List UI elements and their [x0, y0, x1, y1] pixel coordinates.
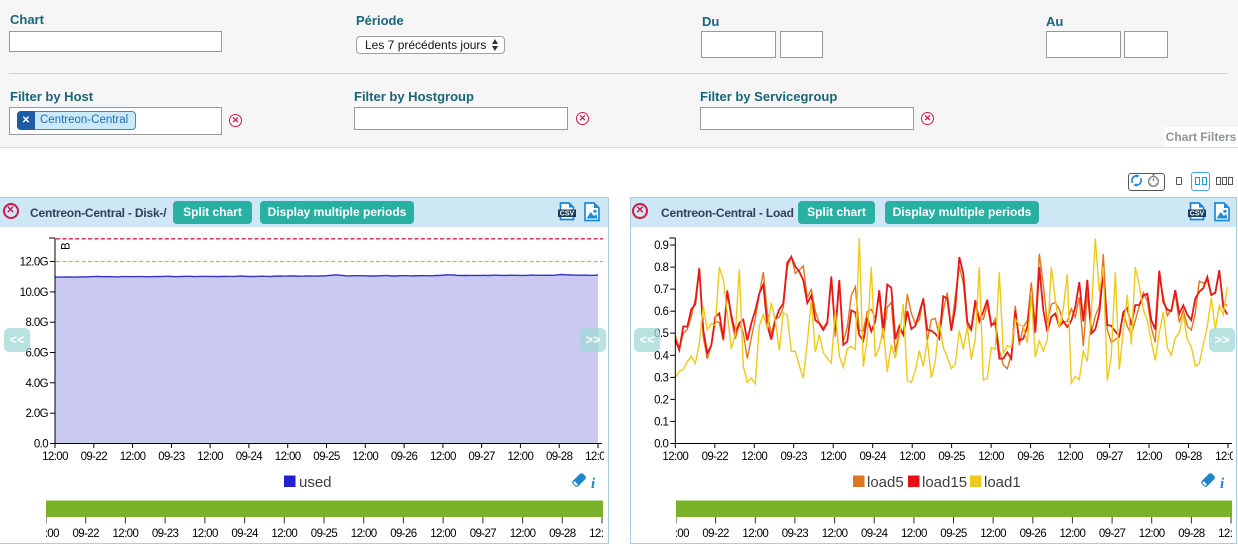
svg-text:09-26: 09-26: [391, 451, 418, 463]
svg-text:12:00: 12:00: [197, 451, 223, 463]
svg-text:load5: load5: [867, 474, 904, 491]
svg-text:09-25: 09-25: [313, 451, 340, 463]
svg-text:09-22: 09-22: [702, 528, 729, 540]
svg-text:12:00: 12:00: [1215, 451, 1233, 463]
svg-text:load1: load1: [984, 474, 1021, 491]
svg-text:i: i: [591, 476, 596, 492]
svg-text:12:00: 12:00: [820, 451, 846, 463]
svg-text:09-22: 09-22: [702, 451, 729, 463]
svg-text:used: used: [299, 474, 332, 491]
svg-text:09-27: 09-27: [470, 528, 497, 540]
svg-text:0.7: 0.7: [654, 284, 668, 296]
svg-text:12:00: 12:00: [275, 451, 301, 463]
svg-text:09-25: 09-25: [311, 528, 338, 540]
svg-text:12:00: 12:00: [113, 528, 139, 540]
svg-text:CSV: CSV: [560, 211, 575, 218]
svg-text:0.0: 0.0: [654, 439, 668, 451]
svg-text:0.4: 0.4: [654, 350, 669, 362]
svg-text:09-27: 09-27: [1099, 528, 1126, 540]
svg-text:12:00: 12:00: [33, 528, 59, 540]
svg-text:09-22: 09-22: [81, 451, 108, 463]
svg-text:12:00: 12:00: [430, 528, 456, 540]
svg-text:12:00: 12:00: [1060, 528, 1086, 540]
svg-text:12:00: 12:00: [430, 451, 456, 463]
svg-text:12:00: 12:00: [585, 451, 604, 463]
svg-text:09-27: 09-27: [468, 451, 495, 463]
svg-text:09-23: 09-23: [158, 451, 185, 463]
svg-text:12:00: 12:00: [1218, 528, 1233, 540]
svg-text:09-28: 09-28: [1178, 528, 1205, 540]
svg-text:09-24: 09-24: [859, 451, 887, 463]
svg-text:0.9: 0.9: [654, 240, 668, 252]
svg-text:CSV: CSV: [1190, 211, 1205, 218]
svg-text:12:00: 12:00: [663, 528, 689, 540]
svg-text:0.8: 0.8: [654, 262, 668, 274]
svg-text:09-25: 09-25: [938, 451, 965, 463]
svg-text:i: i: [1220, 476, 1225, 492]
svg-text:6.0G: 6.0G: [25, 348, 48, 360]
svg-text:12:00: 12:00: [978, 451, 1004, 463]
svg-text:09-26: 09-26: [1017, 451, 1044, 463]
svg-text:09-24: 09-24: [861, 528, 889, 540]
svg-text:12:00: 12:00: [899, 451, 925, 463]
svg-text:12:00: 12:00: [741, 451, 767, 463]
svg-text:12:00: 12:00: [510, 528, 536, 540]
svg-text:12:00: 12:00: [271, 528, 297, 540]
svg-text:09-28: 09-28: [546, 451, 573, 463]
svg-text:0.0: 0.0: [34, 439, 48, 451]
svg-text:12:00: 12:00: [742, 528, 768, 540]
svg-text:09-28: 09-28: [549, 528, 576, 540]
svg-text:12:00: 12:00: [1139, 528, 1165, 540]
svg-text:12:00: 12:00: [1136, 451, 1162, 463]
svg-text:12.0G: 12.0G: [20, 257, 49, 269]
svg-text:12:00: 12:00: [901, 528, 927, 540]
svg-text:0.3: 0.3: [654, 372, 668, 384]
svg-text:12:00: 12:00: [1057, 451, 1083, 463]
svg-text:load15: load15: [922, 474, 967, 491]
svg-text:12:00: 12:00: [508, 451, 534, 463]
svg-text:09-24: 09-24: [231, 528, 259, 540]
svg-text:0.1: 0.1: [654, 416, 668, 428]
svg-text:12:00: 12:00: [352, 451, 378, 463]
svg-text:0.6: 0.6: [654, 306, 668, 318]
svg-text:12:00: 12:00: [120, 451, 146, 463]
svg-text:2.0G: 2.0G: [25, 408, 48, 420]
svg-text:0.2: 0.2: [654, 394, 668, 406]
svg-text:12:00: 12:00: [822, 528, 848, 540]
svg-text:09-23: 09-23: [780, 451, 807, 463]
svg-text:09-25: 09-25: [940, 528, 967, 540]
svg-text:09-26: 09-26: [1020, 528, 1047, 540]
svg-text:09-22: 09-22: [72, 528, 99, 540]
svg-text:B: B: [61, 242, 73, 250]
svg-text:09-23: 09-23: [782, 528, 809, 540]
svg-text:4.0G: 4.0G: [25, 378, 48, 390]
svg-text:09-24: 09-24: [236, 451, 264, 463]
svg-text:12:00: 12:00: [662, 451, 688, 463]
svg-text:09-28: 09-28: [1175, 451, 1202, 463]
svg-text:12:00: 12:00: [351, 528, 377, 540]
svg-text:09-23: 09-23: [152, 528, 179, 540]
svg-text:10.0G: 10.0G: [20, 287, 49, 299]
svg-text:12:00: 12:00: [42, 451, 68, 463]
svg-text:09-26: 09-26: [390, 528, 417, 540]
svg-text:12:00: 12:00: [589, 528, 604, 540]
svg-text:12:00: 12:00: [192, 528, 218, 540]
svg-text:09-27: 09-27: [1096, 451, 1123, 463]
svg-text:12:00: 12:00: [980, 528, 1006, 540]
svg-text:8.0G: 8.0G: [25, 317, 48, 329]
